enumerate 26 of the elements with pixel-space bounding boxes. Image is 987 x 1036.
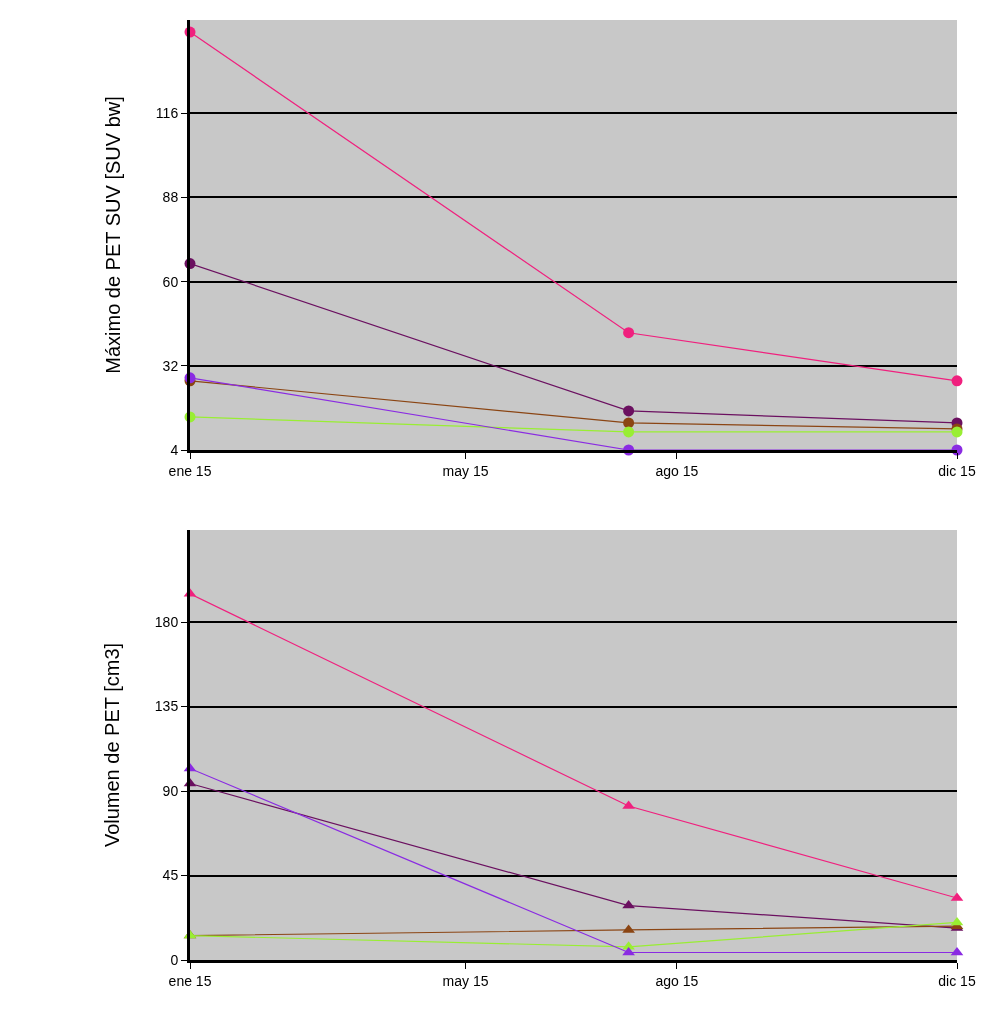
y-tick-label: 32 [162,357,179,374]
y-tick-label: 45 [162,867,179,884]
y-axis-title: Volumen de PET [cm3] [101,642,124,848]
point [623,327,635,339]
y-tick-label: 180 [154,613,179,630]
x-tick-label: ago 15 [655,462,699,479]
x-tick-label: ene 15 [168,972,212,989]
y-axis-title: Máximo de PET SUV [SUV bw] [102,96,125,374]
y-tick-label: 4 [170,441,179,458]
point [950,946,964,956]
point [623,426,635,438]
y-tick-label: 60 [162,273,179,290]
point [623,417,635,429]
x-tick-label: dic 15 [938,462,976,479]
x-tick-label: may 15 [442,462,489,479]
y-tick-label: 90 [162,782,179,799]
y-tick-label: 135 [154,698,179,715]
y-tick-label: 88 [162,189,179,206]
point [951,375,963,387]
x-tick-label: may 15 [442,972,489,989]
point [623,405,635,417]
x-tick-label: dic 15 [938,972,976,989]
x-tick-label: ene 15 [168,462,212,479]
y-tick-label: 116 [155,105,179,122]
y-tick-label: 0 [170,951,179,968]
x-tick-label: ago 15 [655,972,699,989]
